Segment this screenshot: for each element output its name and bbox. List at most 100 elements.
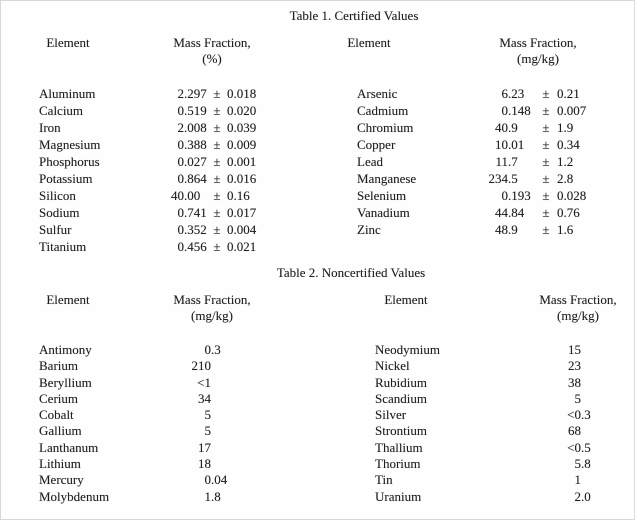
element-name: Vanadium: [357, 205, 410, 220]
element-name: Chromium: [357, 120, 414, 135]
plus-minus-sign: ±: [213, 103, 221, 118]
value-int: 6: [501, 86, 509, 101]
uncertainty-value: 0.76: [557, 205, 580, 220]
value-int: 15: [568, 342, 581, 357]
value-frac: .456: [184, 239, 207, 254]
table1-header-mass-fraction-left: Mass Fraction, (%): [147, 35, 277, 66]
uncertainty-value: 0.039: [227, 120, 257, 135]
unit-label: (%): [202, 50, 222, 66]
uncertainty-value: 0.001: [227, 154, 257, 169]
value-int: 2: [177, 120, 185, 135]
value-int: 0: [177, 103, 185, 118]
uncertainty-value: 0.020: [227, 103, 257, 118]
value-frac: .0: [581, 488, 591, 504]
uncertainty-value: 0.017: [227, 205, 257, 220]
table2-header-element-left: Element: [46, 292, 90, 307]
element-name: Gallium: [39, 423, 82, 439]
value-int: 68: [568, 423, 581, 439]
value-frac: .008: [184, 120, 207, 135]
element-name: Mercury: [39, 472, 84, 488]
element-name: Thorium: [375, 456, 421, 472]
value-int: 5: [574, 456, 582, 472]
element-name: Sodium: [39, 205, 80, 220]
table-row: Titanium 0.456 ±0.021: [1, 238, 634, 255]
value-int: 17: [198, 439, 211, 455]
plus-minus-sign: ±: [213, 154, 221, 169]
uncertainty-value: 1.6: [557, 222, 574, 237]
table1-header-element-left: Element: [46, 35, 90, 50]
table-row: Sulfur 0.352 ±0.004 Zinc 48.9 ±1.6: [1, 221, 634, 238]
element-name: Scandium: [375, 390, 427, 406]
value-frac: .352: [184, 222, 207, 237]
value-frac: .84: [508, 205, 525, 220]
table-row: Sodium 0.741 ±0.017 Vanadium 44.84 ±0.76: [1, 204, 634, 221]
element-name: Tin: [375, 472, 393, 488]
value-int: <1: [197, 374, 211, 390]
element-name: Calcium: [39, 103, 84, 118]
element-name: Titanium: [39, 239, 87, 254]
value-int: 5: [574, 390, 582, 406]
value-int: 0: [177, 239, 185, 254]
element-name: Potassium: [39, 171, 93, 186]
element-name: Cadmium: [357, 103, 409, 118]
element-name: Iron: [39, 120, 61, 135]
element-name: Barium: [39, 358, 78, 374]
plus-minus-sign: ±: [542, 222, 550, 237]
unit-label: (mg/kg): [517, 50, 559, 66]
table2-header-element-right: Element: [384, 292, 428, 307]
table1-header-element-right: Element: [347, 35, 391, 50]
table-row: Beryllium <1 Rubidium 38: [1, 374, 634, 391]
table-row: Cerium 34 Scandium 5: [1, 390, 634, 407]
table-row: Antimony 0.3 Neodymium 15: [1, 342, 634, 358]
element-name: Lanthanum: [39, 439, 99, 455]
element-name: Magnesium: [39, 137, 101, 152]
mass-fraction-label: Mass Fraction,: [173, 35, 251, 50]
table2-header-mass-fraction-left: Mass Fraction, (mg/kg): [147, 292, 277, 323]
element-name: Cerium: [39, 390, 78, 406]
table-row: Iron 2.008 ±0.039 Chromium 40.9 ±1.9: [1, 119, 634, 136]
element-name: Antimony: [39, 342, 92, 357]
value-frac: .9: [508, 222, 518, 237]
value-frac: .864: [184, 171, 207, 186]
table1-header-mass-fraction-right: Mass Fraction, (mg/kg): [473, 35, 603, 66]
table2-title: Table 2. Noncertified Values: [276, 265, 426, 280]
table-row: Barium 210 Nickel 23: [1, 358, 634, 374]
uncertainty-value: 1.9: [557, 120, 574, 135]
plus-minus-sign: ±: [542, 205, 550, 220]
table-row: Lanthanum 17 Thallium <0.5: [1, 439, 634, 456]
value-frac: .8: [211, 488, 221, 504]
table-row: Molybdenum 1.8 Uranium 2.0: [1, 488, 634, 505]
plus-minus-sign: ±: [213, 205, 221, 220]
element-name: Aluminum: [39, 86, 96, 101]
table1-title: Table 1. Certified Values: [289, 8, 419, 23]
uncertainty-value: 0.021: [227, 239, 257, 254]
mass-fraction-label: Mass Fraction,: [173, 292, 251, 307]
table-row: Phosphorus 0.027 ±0.001 Lead 11.7 ±1.2: [1, 153, 634, 170]
element-name: Copper: [357, 137, 396, 152]
element-name: Zinc: [357, 222, 381, 237]
value-frac: .3: [211, 342, 221, 357]
table-row: Cobalt 5 Silver <0.3: [1, 407, 634, 423]
value-int: 234: [488, 171, 509, 186]
unit-label: (mg/kg): [191, 307, 233, 323]
value-int: 23: [568, 358, 581, 374]
value-frac: .01: [508, 137, 525, 152]
element-name: Cobalt: [39, 407, 74, 423]
value-int: 40: [171, 188, 184, 203]
plus-minus-sign: ±: [213, 188, 221, 203]
element-name: Arsenic: [357, 86, 398, 101]
plus-minus-sign: ±: [542, 137, 550, 152]
value-frac: .741: [184, 205, 207, 220]
value-int: 38: [568, 374, 581, 390]
element-name: Uranium: [375, 488, 422, 504]
plus-minus-sign: ±: [213, 137, 221, 152]
element-name: Phosphorus: [39, 154, 100, 169]
value-int: 18: [198, 456, 211, 472]
uncertainty-value: 0.016: [227, 171, 257, 186]
uncertainty-value: 0.34: [557, 137, 580, 152]
element-name: Lead: [357, 154, 383, 169]
element-name: Neodymium: [375, 342, 440, 357]
value-frac: .23: [508, 86, 525, 101]
table1-rows: Aluminum 2.297 ±0.018 Arsenic 6.23 ±0.21 Calci…: [1, 85, 634, 255]
element-name: Silver: [375, 407, 407, 423]
